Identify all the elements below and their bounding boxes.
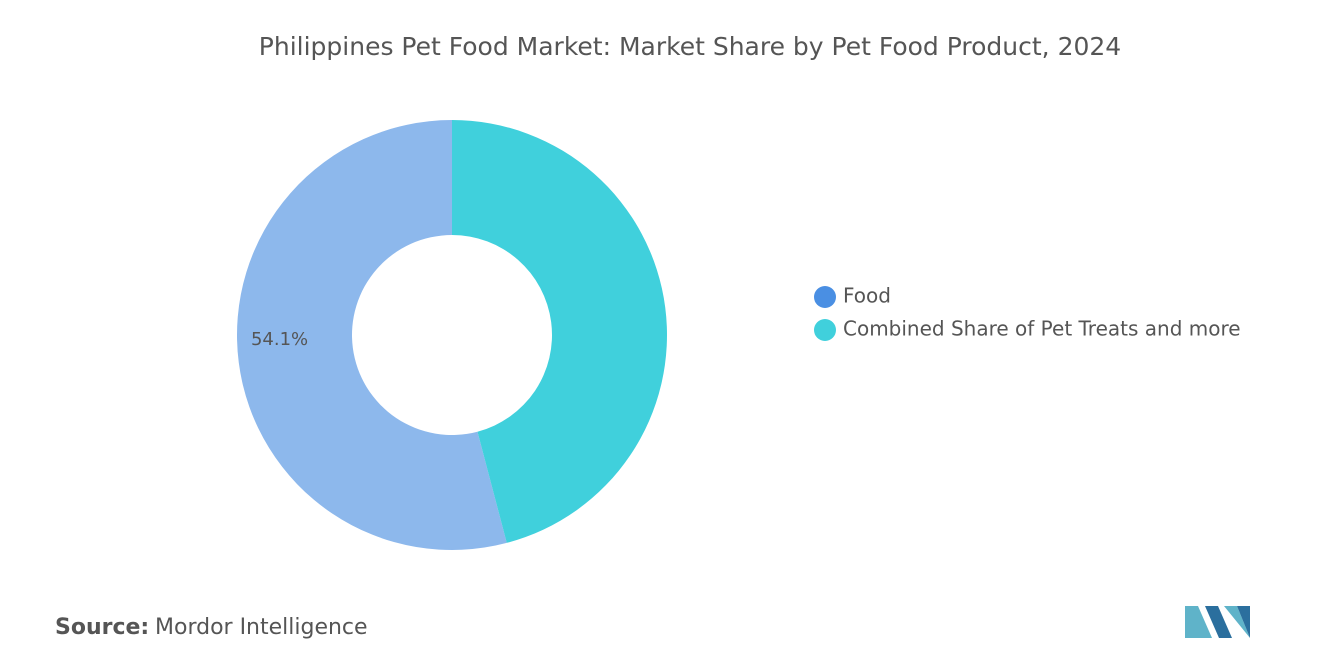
legend-marker bbox=[814, 319, 836, 341]
source: Mordor Intelligence bbox=[155, 615, 368, 640]
legend-marker bbox=[814, 286, 836, 308]
chart-title: Philippines Pet Food Market: Market Shar… bbox=[259, 32, 1121, 61]
data-label: 54.1% bbox=[251, 329, 308, 350]
legend-label: Combined Share of Pet Treats and more bbox=[843, 317, 1241, 341]
slice bbox=[452, 120, 667, 543]
source-label: Source: bbox=[55, 615, 149, 640]
legend-label: Food bbox=[843, 284, 891, 308]
logo bbox=[1185, 606, 1250, 638]
slice bbox=[236, 120, 507, 550]
